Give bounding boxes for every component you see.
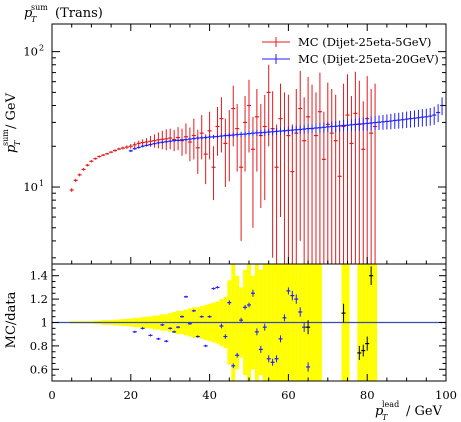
series-red <box>69 64 378 264</box>
legend-entry-blue: MC (Dijet-25eta-20GeV) <box>262 52 439 66</box>
main-plot-marks <box>69 64 445 264</box>
main-y-axis-label: p T sum / GeV <box>1 92 22 153</box>
legend-label-blue: MC (Dijet-25eta-20GeV) <box>298 52 439 66</box>
title-sub: T <box>31 15 37 24</box>
series-blue <box>128 97 445 153</box>
y-tick-exponent: 1 <box>39 179 44 188</box>
x-tick-label: 60 <box>281 388 296 402</box>
svg-text:p: p <box>4 144 19 153</box>
x-tick-label: 0 <box>48 388 55 402</box>
legend-entry-red: MC (Dijet-25eta-5GeV) <box>262 35 431 49</box>
y-tick-exponent: 2 <box>39 44 44 53</box>
svg-text:lead: lead <box>382 400 399 409</box>
title-sup: sum <box>31 3 48 12</box>
chart-title: p T sum (Trans) <box>24 3 103 24</box>
ratio-y-axis-label: MC/data <box>4 291 19 348</box>
title-p: p <box>24 6 33 21</box>
svg-text:/ GeV: / GeV <box>406 404 443 419</box>
y-tick-label: 10 <box>23 180 38 194</box>
y-tick-label: 10 <box>23 45 38 59</box>
svg-text:T: T <box>382 413 388 422</box>
ratio-y-tick-label: 1 <box>41 316 48 330</box>
svg-text:/ GeV: / GeV <box>4 92 19 129</box>
ratio-y-tick-label: 1.4 <box>30 269 48 283</box>
ratio-y-tick-label: 0.6 <box>30 362 48 376</box>
x-tick-label: 80 <box>360 388 375 402</box>
x-axis-label: p T lead / GeV <box>375 400 443 422</box>
ratio-y-tick-label: 1.2 <box>30 292 48 306</box>
svg-text:T: T <box>13 140 22 146</box>
x-tick-label: 100 <box>435 388 457 402</box>
x-tick-label: 40 <box>202 388 217 402</box>
ratio-plot-marks <box>52 264 446 381</box>
legend: MC (Dijet-25eta-5GeV) MC (Dijet-25eta-20… <box>262 35 439 66</box>
legend-label-red: MC (Dijet-25eta-5GeV) <box>298 35 431 49</box>
x-tick-label: 20 <box>123 388 138 402</box>
ratio-y-tick-label: 0.8 <box>30 339 48 353</box>
title-rest: (Trans) <box>55 6 103 21</box>
svg-text:p: p <box>375 404 384 419</box>
svg-text:sum: sum <box>1 129 10 146</box>
